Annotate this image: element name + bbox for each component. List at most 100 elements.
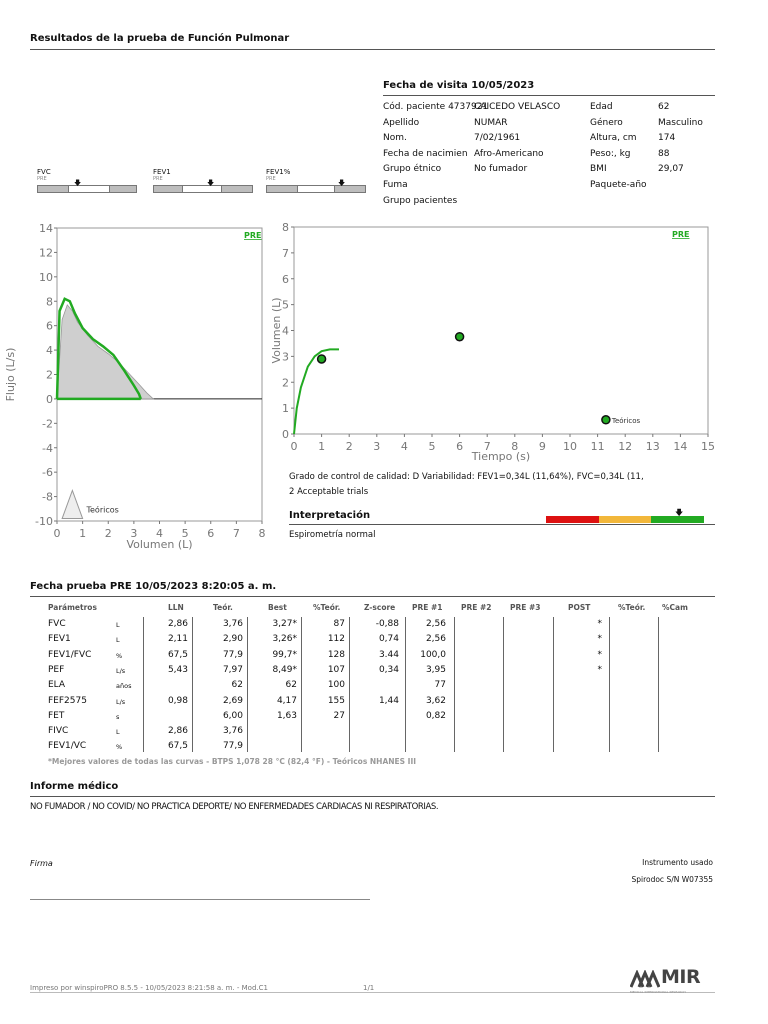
pre-curve [55,297,142,400]
footer-page: 1/1 [363,984,375,992]
scale-arrow-icon: 🡇 [675,508,684,517]
gauge-fvc-arrow-icon: 🡇 [74,179,82,187]
gauge-fev1-sub: PRE [153,176,163,182]
table-cell: 3,95 [425,664,446,675]
table-header-cell: PRE #2 [461,603,492,612]
table-cell: % [116,651,123,660]
weight-value: 88 [658,148,670,159]
gauge-fev1-bar [153,185,253,193]
gauge-fvc-sub: PRE [37,176,47,182]
table-row-label: FIVC [48,726,69,737]
scale-green [651,516,705,523]
table-cell: * [597,664,603,675]
y-tick-label: -6 [42,466,53,479]
gauge-fev1pct-arrow-icon: 🡇 [338,179,346,187]
table-cell: 4,17 [276,695,297,706]
table-cell: 5,43 [167,664,188,675]
y-tick-label: 4 [282,325,289,338]
table-cell: 2,56 [425,634,446,645]
gender-label: Género [590,117,623,128]
table-row-label: FEF2575 [48,695,87,706]
table-cell: 3,76 [222,726,243,737]
table-cell: 62 [231,680,243,691]
table-cell: % [116,743,123,752]
gauge-fev1-arrow-icon: 🡇 [207,179,215,187]
table-cell: 3,76 [222,619,243,629]
table-cell: 100 [327,680,345,691]
table-cell: * [597,634,603,645]
table-header-cell: PRE #3 [510,603,541,612]
gauge-fvc-label: FVC [37,168,51,176]
quality-line-2: 2 Acceptable trials [289,487,369,497]
y-tick-label: 0 [282,428,289,441]
x-tick-label: 8 [259,527,266,540]
table-cell: 0,74 [378,634,399,645]
instrument-label: Instrumento usado [642,858,713,867]
table-row-label: FEV1/FVC [48,649,92,660]
table-col-divider [553,617,554,752]
y-tick-label: -8 [42,491,53,504]
patient-group-label: Grupo pacientes [383,195,458,206]
table-header-cell: POST [568,603,591,612]
table-cell: L/s [116,666,126,675]
y-tick-label: -4 [42,442,53,455]
pre-curve [293,348,339,435]
birthdate-label: Fecha de nacimien [383,148,468,159]
birthdate-value: 7/02/1961 [474,133,521,144]
gauge-fvc-bar [37,185,137,193]
footer-printed: Impreso por winspiroPRO 8.5.5 - 10/05/20… [30,984,268,992]
y-tick-label: 2 [46,369,53,382]
name-value: NUMAR [474,117,508,128]
gauge-fev1pct-bar [266,185,366,193]
x-tick-label: 4 [401,440,408,453]
instrument-value: Spirodoc S/N W07355 [631,875,713,884]
y-tick-label: 5 [282,299,289,312]
table-col-divider [609,617,610,752]
y-tick-label: -2 [42,417,53,430]
x-tick-label: 0 [54,527,61,540]
x-tick-label: 11 [591,440,605,453]
patient-values-left: CAICEDO VELASCO NUMAR 7/02/1961 Afro-Ame… [474,100,584,178]
table-cell: 67,5 [167,741,188,752]
table-col-divider [301,617,302,752]
table-col-divider [143,617,144,752]
patient-labels-right: Edad Género Altura, cm Peso:, kg BMI Paq… [590,100,655,194]
table-cell: 1,44 [378,695,399,706]
patient-labels-left: Cód. paciente 4737921 Apellido Nom. Fech… [383,100,488,209]
y-tick-label: 8 [282,221,289,234]
table-cell: 1,63 [276,710,297,721]
table-row-label: ELA [48,680,66,691]
table-cell: 100,0 [420,649,446,660]
height-value: 174 [658,133,676,144]
x-tick-label: 6 [207,527,214,540]
age-value: 62 [658,102,670,112]
report-text: NO FUMADOR / NO COVID/ NO PRACTICA DEPOR… [30,802,439,812]
mir-logo: MIR MEDICAL INTERNATIONAL RESEARCH [630,966,716,996]
y-tick-label: -10 [35,515,53,528]
bmi-label: BMI [590,164,607,175]
table-header-cell: PRE #1 [412,603,443,612]
pre-tag: PRE [672,230,690,239]
y-tick-label: 6 [282,273,289,286]
gauge-fvc: FVC PRE [37,168,51,182]
x-tick-label: 8 [511,440,518,453]
table-cell: 112 [327,634,345,645]
table-cell: 67,5 [167,649,188,660]
table-row-label: FEV1/VC [48,741,87,752]
table-header-cell: Best [268,603,287,612]
table-row-label: PEF [48,664,65,675]
plot-frame [293,226,709,435]
visit-divider [383,95,715,96]
header-divider [30,49,715,50]
smoke-value: No fumador [474,164,528,175]
weight-label: Peso:, kg [590,148,631,159]
table-cell: 2,90 [222,634,243,645]
gauge-fev1: FEV1 PRE [153,168,171,182]
x-tick-label: 13 [646,440,660,453]
table-cell: 27 [333,710,345,721]
x-axis-label: Volumen (L) [126,538,192,551]
x-tick-label: 0 [291,440,298,453]
table-cell: 2,56 [425,619,446,629]
x-tick-label: 1 [79,527,86,540]
y-tick-label: 1 [282,402,289,415]
